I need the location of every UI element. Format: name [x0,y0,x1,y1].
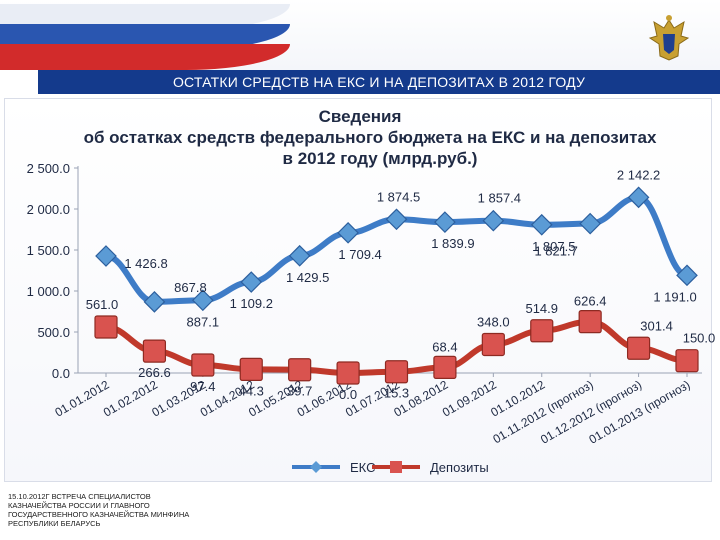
eks-point-marker [434,211,456,233]
data-label: 1 426.8 [124,256,167,271]
data-label: 867.8 [174,280,207,295]
eks-point-marker [482,209,505,232]
y-tick-label: 1 000.0 [27,284,70,299]
eks-point-marker [95,245,117,267]
data-label: 626.4 [574,294,607,309]
data-label: 1 807.5 [532,239,575,254]
data-label: 44.3 [239,383,264,398]
deposits-point-marker [530,319,554,343]
deposits-point-marker [433,355,457,379]
eks-point-marker [579,212,602,235]
chart-frame [4,98,712,482]
eks-point-marker [385,208,408,231]
double-headed-eagle-icon [648,15,690,61]
data-label: 561.0 [86,297,119,312]
eks-point-marker [240,271,263,293]
chart-title-line-3: в 2012 году (млрд.руб.) [283,149,478,168]
y-tick-label: 1 500.0 [27,243,70,258]
y-tick-label: 2 000.0 [27,202,70,217]
data-label: 1 709.4 [338,247,381,262]
deposits-point-marker [578,310,602,334]
y-tick-label: 500.0 [37,325,70,340]
data-label: 2 142.2 [617,167,660,182]
eks-point-marker [530,213,553,236]
data-label: 1 429.5 [286,270,329,285]
chart-title-line-2: об остатках средств федерального бюджета… [84,128,657,147]
x-tick-label: 01.02.2012 [101,377,160,419]
data-label: 301.4 [640,318,673,333]
data-label: 1 191.0 [653,289,696,304]
eks-point-marker [143,290,166,313]
data-label: 0.0 [339,387,357,402]
y-tick-label: 2 500.0 [27,161,70,176]
deposits-point-marker [481,332,505,357]
data-label: 150.0 [683,331,716,346]
legend-marker-eks [310,461,322,473]
data-label: 887.1 [187,314,220,329]
x-tick-label: 01.01.2012 [52,377,111,419]
eks-point-marker [337,221,359,244]
x-tick-label: 01.09.2012 [440,377,499,419]
legend-label-deposits: Депозиты [430,460,489,475]
page-title: ОСТАТКИ СРЕДСТВ НА ЕКС И НА ДЕПОЗИТАХ В … [38,70,720,94]
data-label: 348.0 [477,314,510,329]
legend-label-eks: ЕКС [350,460,376,475]
data-label: 39.7 [287,384,312,399]
deposits-point-marker [336,361,360,385]
deposits-point-marker [191,353,215,377]
chart-title-line-1: Сведения [319,107,402,126]
y-tick-label: 0.0 [52,366,70,381]
deposits-point-marker [142,339,167,363]
data-label: 97.4 [190,379,215,394]
eks-point-marker [288,244,311,267]
flag-background [0,0,720,70]
data-label: 68.4 [432,339,457,354]
chart-title: Сведения об остатках средств федеральног… [84,107,657,168]
data-label: 514.9 [525,301,558,316]
deposits-point-marker [675,349,699,373]
flag-stripe-red [0,44,290,70]
legend-marker-deposits [390,461,402,473]
deposits-point-marker [384,360,409,384]
data-label: 1 874.5 [377,189,420,204]
deposits-point-marker [239,357,263,381]
eks-point-marker [191,289,214,312]
data-label: 15.3 [384,386,409,401]
deposits-point-marker [288,358,312,382]
data-label: 1 821.7 [534,244,577,259]
data-label: 1 857.4 [478,191,521,206]
data-label: 266.6 [138,365,171,380]
eks-point-marker [627,186,650,209]
data-label: 1 839.9 [431,236,474,251]
eks-point-marker [676,264,698,287]
deposits-point-marker [94,315,118,339]
deposits-point-marker [626,336,651,360]
data-label: 1 109.2 [230,296,273,311]
